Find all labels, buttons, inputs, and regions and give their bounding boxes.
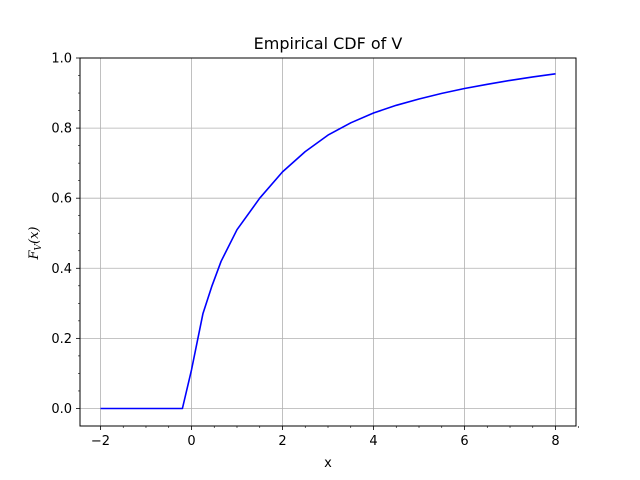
x-axis-label: x bbox=[324, 456, 332, 471]
grid-lines bbox=[80, 57, 576, 426]
y-axis-label-arg: (x) bbox=[27, 226, 42, 243]
y-tick-label: 1.0 bbox=[51, 52, 72, 67]
y-tick-label: 0.2 bbox=[51, 332, 72, 347]
x-tick-label: 2 bbox=[278, 434, 286, 449]
x-tick-label: 8 bbox=[551, 434, 559, 449]
x-tick-label: 6 bbox=[460, 434, 468, 449]
axes-frame bbox=[79, 57, 577, 427]
x-tick-label: 0 bbox=[187, 434, 195, 449]
chart-title: Empirical CDF of V bbox=[254, 34, 403, 53]
y-axis-label: FV(x) bbox=[27, 226, 44, 260]
y-axis-ticks: 0.0 0.2 0.4 0.6 0.8 1.0 bbox=[51, 52, 80, 417]
y-axis-label-main: F bbox=[27, 250, 42, 261]
x-tick-label: 4 bbox=[369, 434, 377, 449]
series-layer bbox=[100, 73, 556, 410]
y-tick-label: 0.4 bbox=[51, 262, 72, 277]
y-tick-label: 0.8 bbox=[51, 122, 72, 137]
svg-text:FV(x): FV(x) bbox=[27, 226, 44, 260]
y-tick-label: 0.6 bbox=[51, 192, 72, 207]
x-tick-label: −2 bbox=[91, 434, 110, 449]
x-axis-ticks: −2 0 2 4 6 8 bbox=[91, 426, 579, 449]
y-tick-label: 0.0 bbox=[51, 402, 72, 417]
cdf-line bbox=[100, 73, 556, 410]
y-axis-label-sub: V bbox=[34, 242, 44, 250]
